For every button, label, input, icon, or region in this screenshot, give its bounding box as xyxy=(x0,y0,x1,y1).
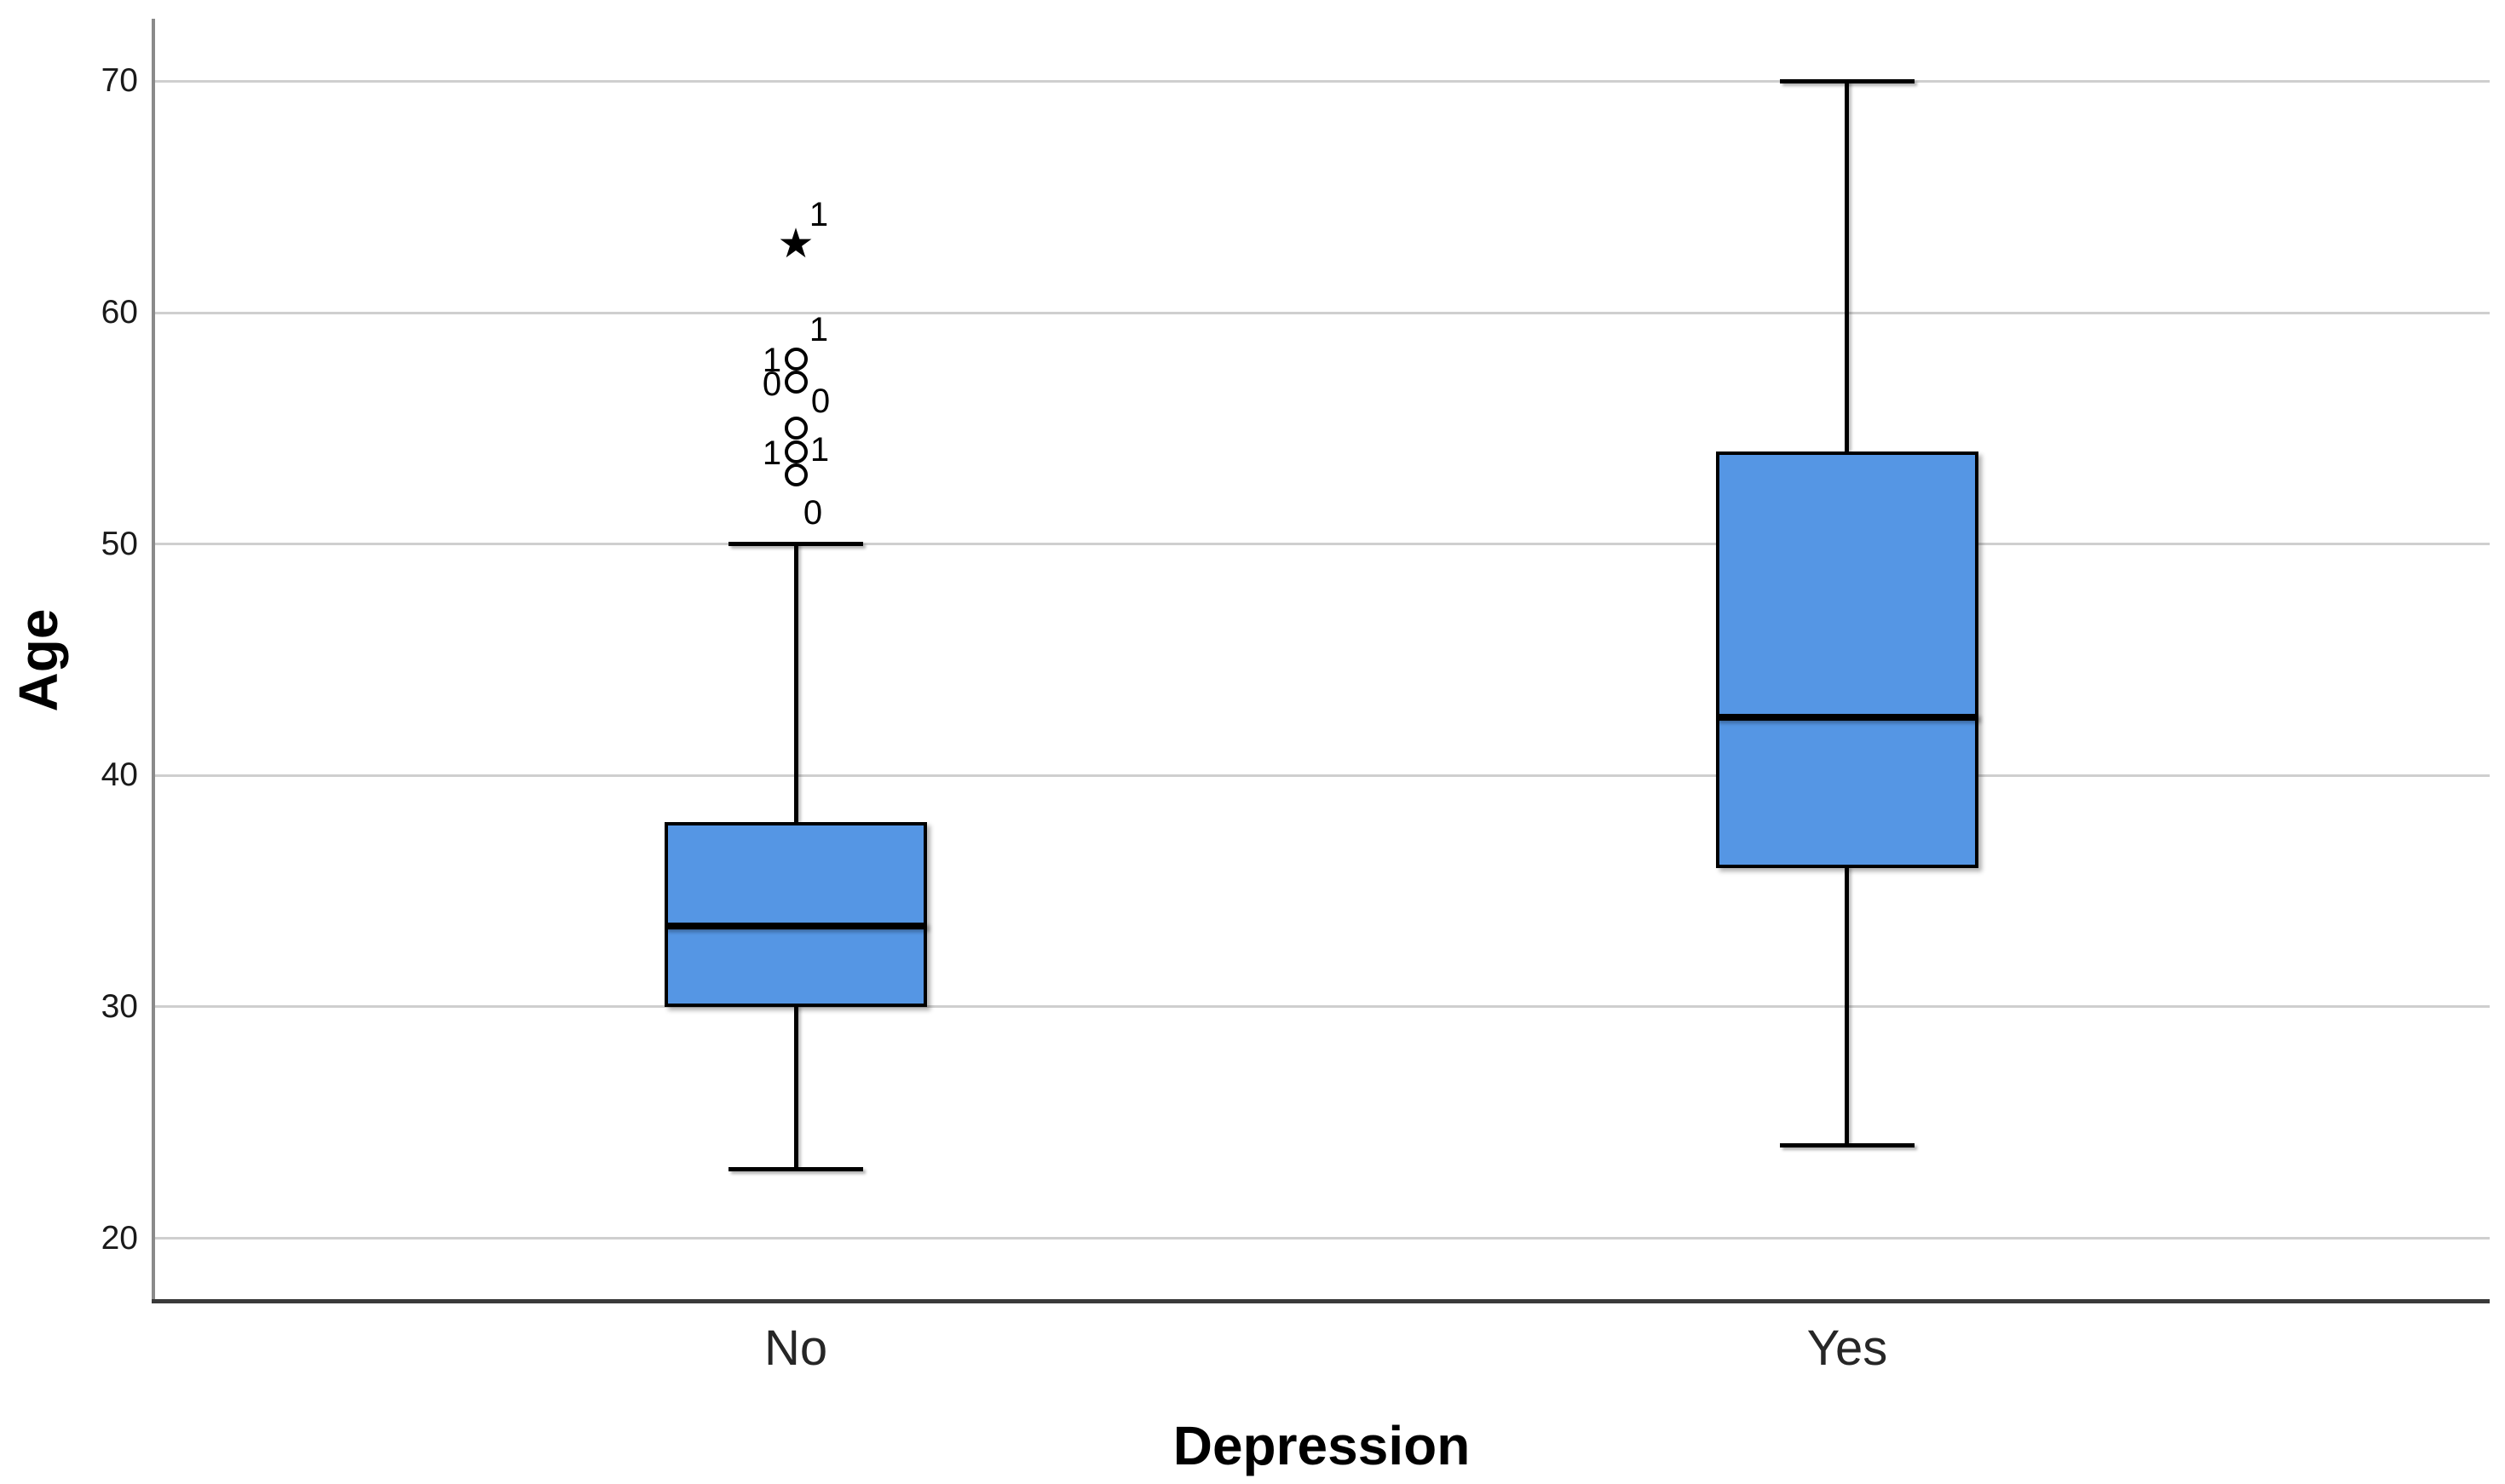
y-tick-label-40: 40 xyxy=(101,756,138,794)
y-tick-label-20: 20 xyxy=(101,1219,138,1257)
outlier-case-label: 0 xyxy=(803,494,823,532)
y-tick-label-60: 60 xyxy=(101,294,138,331)
gridline-50 xyxy=(153,543,2490,546)
y-axis-line xyxy=(152,19,155,1301)
max-whisker-cap-yes xyxy=(1779,78,1915,83)
median-line-yes xyxy=(1715,714,1978,722)
upper-whisker-yes xyxy=(1845,81,1850,452)
outlier-circle-no-58 xyxy=(784,347,808,371)
outlier-case-label: 0 xyxy=(762,365,782,403)
median-line-no xyxy=(665,922,928,929)
outlier-circle-no-54 xyxy=(784,440,808,463)
box-no xyxy=(665,821,928,1007)
x-axis-line xyxy=(152,1299,2490,1303)
y-tick-label-50: 50 xyxy=(101,525,138,562)
y-axis-title-text: Age xyxy=(8,608,69,712)
outlier-case-label: 0 xyxy=(810,382,831,420)
y-tick-label-70: 70 xyxy=(101,62,138,100)
category-label-yes: Yes xyxy=(1806,1320,1888,1376)
category-label-no: No xyxy=(763,1320,828,1376)
outlier-case-label: 1 xyxy=(762,342,782,380)
x-axis-title-text: Depression xyxy=(1172,1415,1471,1476)
gridline-30 xyxy=(153,1005,2490,1009)
y-tick-label-30: 30 xyxy=(101,987,138,1025)
outlier-circle-no-55 xyxy=(784,417,808,440)
outlier-case-label: 1 xyxy=(809,311,829,349)
gridline-60 xyxy=(153,311,2490,314)
outlier-star-no-63: ★ xyxy=(777,219,815,267)
gridline-20 xyxy=(153,1237,2490,1240)
outlier-case-label: 1 xyxy=(762,434,782,472)
gridline-40 xyxy=(153,774,2490,777)
outlier-circle-no-53 xyxy=(784,463,808,486)
box-yes xyxy=(1715,452,1978,868)
max-whisker-cap-no xyxy=(728,542,864,547)
min-whisker-cap-yes xyxy=(1779,1143,1915,1148)
min-whisker-cap-no xyxy=(728,1166,864,1171)
outlier-case-label: 1 xyxy=(809,431,830,469)
lower-whisker-no xyxy=(793,1006,798,1170)
outlier-circle-no-57 xyxy=(784,371,808,394)
lower-whisker-yes xyxy=(1845,867,1850,1146)
upper-whisker-no xyxy=(793,544,798,822)
gridline-70 xyxy=(153,79,2490,83)
outlier-case-label: 1 xyxy=(809,195,829,233)
